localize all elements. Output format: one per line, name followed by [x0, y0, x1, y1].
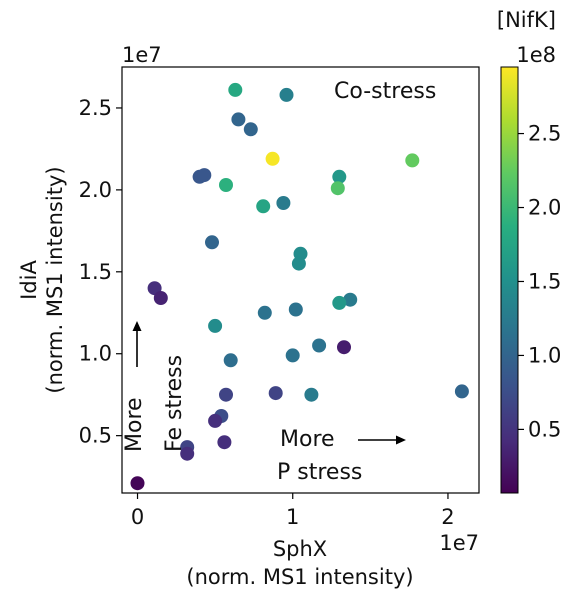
colorbar-tick-label: 1.5 [528, 269, 561, 293]
y-tick-label: 1.0 [79, 342, 112, 366]
data-point-11 [330, 181, 345, 196]
p-stress-annotation-line2: P stress [277, 460, 362, 485]
data-point-30 [219, 387, 233, 402]
data-point-16 [291, 256, 306, 271]
fe-stress-annotation: More Fe stress [122, 355, 187, 452]
fe-stress-annotation-line2: Fe stress [162, 355, 187, 452]
data-point-2 [279, 87, 294, 102]
data-point-23 [208, 318, 223, 333]
colorbar-ticks: 0.5 1.0 1.5 2.0 2.5 [518, 122, 561, 441]
colorbar-tick-label: 1.0 [528, 343, 561, 367]
data-point-10 [219, 178, 233, 192]
colorbar-tick-label: 2.5 [528, 122, 561, 146]
y-axis-label-line1: IdiA [17, 260, 41, 300]
data-point-1 [228, 82, 243, 97]
data-point-12 [276, 196, 291, 210]
data-point-20 [332, 295, 347, 310]
scatter-points [130, 82, 469, 491]
plot-frame [121, 66, 480, 494]
x-axis-ticks: 0 1 2 [131, 493, 455, 529]
data-point-19 [343, 292, 358, 307]
data-point-4 [243, 122, 258, 137]
x-tick-label: 0 [131, 505, 144, 529]
x-axis-exponent: 1e7 [439, 531, 479, 555]
p-stress-arrow-head [396, 435, 406, 445]
data-point-33 [208, 413, 223, 428]
data-point-3 [231, 112, 246, 127]
data-point-18 [153, 291, 168, 305]
y-tick-label: 0.5 [79, 424, 112, 448]
y-tick-label: 2.0 [79, 178, 112, 202]
colorbar-title: [NifK] [497, 8, 556, 32]
data-point-26 [285, 348, 300, 363]
co-stress-annotation: Co-stress [334, 79, 436, 104]
data-point-27 [223, 353, 238, 368]
colorbar-exponent: 1e8 [516, 43, 556, 67]
y-axis-ticks: 0.5 1.0 1.5 2.0 2.5 [79, 96, 122, 448]
data-point-29 [268, 386, 283, 401]
p-stress-annotation-line1: More [280, 427, 335, 452]
data-point-28 [454, 384, 469, 399]
data-point-13 [256, 199, 271, 214]
data-point-5 [265, 151, 280, 166]
x-tick-label: 2 [441, 505, 454, 529]
data-point-21 [288, 302, 303, 317]
data-point-14 [205, 235, 219, 250]
data-point-7 [332, 169, 347, 184]
y-axis-label-line2: (norm. MS1 intensity) [43, 166, 67, 393]
x-axis-label-line1: SphX [273, 537, 327, 561]
y-tick-label: 1.5 [79, 260, 112, 284]
fe-stress-annotation-line1: More [122, 397, 147, 452]
colorbar-tick-label: 0.5 [528, 417, 561, 441]
data-point-6 [405, 153, 420, 168]
data-point-24 [312, 338, 327, 353]
data-point-34 [217, 435, 232, 450]
data-point-36 [180, 446, 195, 461]
colorbar [500, 66, 519, 494]
y-axis-exponent: 1e7 [122, 43, 162, 67]
colorbar-tick-label: 2.0 [528, 196, 561, 220]
data-point-22 [257, 305, 272, 320]
fe-stress-arrow-head [132, 321, 142, 331]
data-point-25 [337, 340, 351, 355]
data-point-9 [197, 168, 212, 183]
data-point-37 [130, 476, 145, 491]
x-tick-label: 1 [286, 505, 299, 529]
x-axis-label-line2: (norm. MS1 intensity) [186, 565, 413, 589]
y-tick-label: 2.5 [79, 96, 112, 120]
data-point-31 [304, 387, 319, 402]
